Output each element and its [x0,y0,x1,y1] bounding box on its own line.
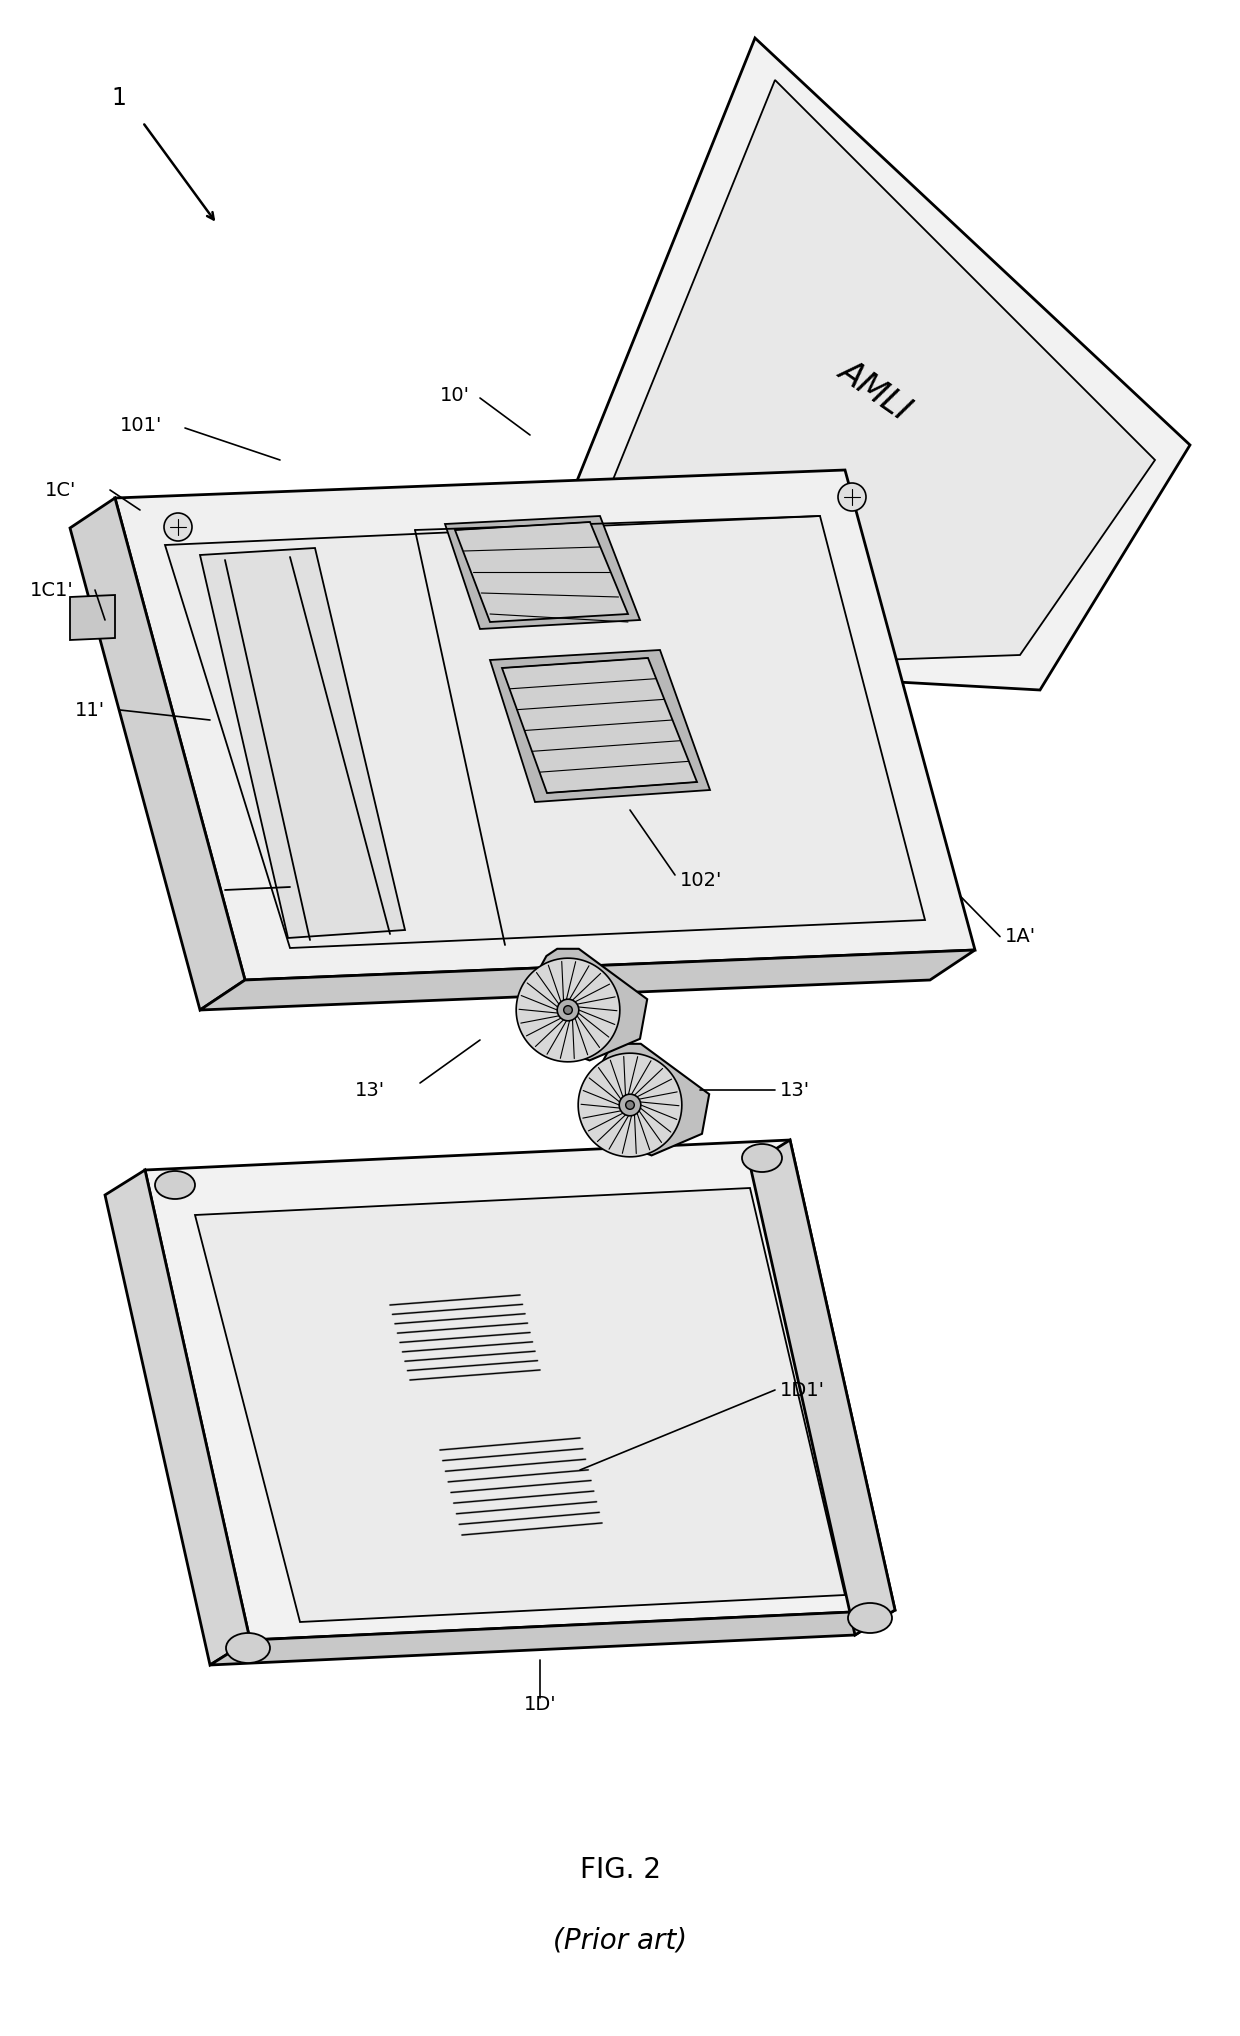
Text: (Prior art): (Prior art) [553,1926,687,1955]
Ellipse shape [848,1602,892,1633]
Polygon shape [445,515,640,629]
Polygon shape [200,548,405,939]
Text: 101': 101' [120,415,162,434]
Polygon shape [578,1053,682,1156]
Polygon shape [210,1610,895,1665]
Text: 11': 11' [74,700,105,719]
Polygon shape [505,39,1190,690]
Polygon shape [587,1044,709,1154]
Polygon shape [750,1140,895,1635]
Circle shape [619,1093,641,1116]
Text: 102': 102' [680,871,723,890]
Polygon shape [195,1187,844,1623]
Text: 1D': 1D' [523,1696,557,1714]
Ellipse shape [742,1144,782,1173]
Text: AMLI: AMLI [833,354,918,426]
Text: 13': 13' [780,1081,810,1099]
Text: 1D1': 1D1' [780,1380,825,1399]
Ellipse shape [226,1633,270,1663]
Polygon shape [490,649,711,802]
Polygon shape [105,1171,250,1665]
Polygon shape [525,949,647,1061]
Text: 13': 13' [355,1081,386,1099]
Polygon shape [69,499,246,1010]
Circle shape [564,1006,573,1014]
Text: 1C1': 1C1' [30,580,73,599]
Polygon shape [165,515,925,949]
Polygon shape [115,470,975,979]
Text: FIG. 2: FIG. 2 [579,1857,661,1883]
Polygon shape [534,79,1154,672]
Polygon shape [516,959,620,1063]
Polygon shape [455,521,627,623]
Text: 1A': 1A' [1004,926,1037,947]
Circle shape [626,1101,635,1110]
Polygon shape [145,1140,895,1641]
Circle shape [557,1000,579,1020]
Polygon shape [200,951,975,1010]
Ellipse shape [155,1171,195,1199]
Circle shape [164,513,192,542]
Text: 1C': 1C' [45,480,77,499]
Polygon shape [69,595,115,639]
Text: 10': 10' [440,385,470,405]
Polygon shape [502,658,697,792]
Circle shape [838,483,866,511]
Text: 1: 1 [112,86,126,110]
